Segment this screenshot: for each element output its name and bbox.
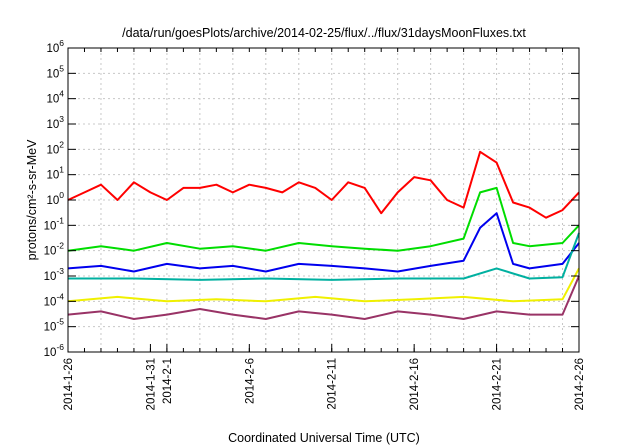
y-tick-label: 10-1 <box>44 215 65 232</box>
y-tick-label: 103 <box>46 114 64 131</box>
chart-title: /data/run/goesPlots/archive/2014-02-25/f… <box>122 26 526 40</box>
y-axis: 10-6 10-5 10-4 10-3 10-2 10-1 100 101 102 103 104 1… <box>44 38 579 359</box>
x-tick-label: 2014-2-6 <box>244 358 256 404</box>
x-tick-label: 2014-1-26 <box>63 358 75 410</box>
x-axis: 2014-1-26 2014-1-31 2014-2-1 2014-2-6 2014-2… <box>63 48 586 410</box>
y-axis-label: protons/cm²-s-sr-MeV <box>25 139 39 261</box>
series-layer <box>67 150 580 320</box>
y-tick-label: 102 <box>46 139 64 156</box>
y-tick-label: 105 <box>46 63 64 80</box>
x-tick-label: 2014-2-11 <box>327 358 339 410</box>
x-tick-label: 2014-1-31 <box>145 358 157 410</box>
series-line-2 <box>67 186 580 252</box>
y-tick-label: 100 <box>46 190 64 207</box>
series-line-5 <box>67 267 580 303</box>
series-line-4 <box>68 232 580 281</box>
y-tick-label: 106 <box>46 38 64 55</box>
x-tick-label: 2014-2-16 <box>409 358 421 410</box>
x-tick-label: 2014-2-1 <box>162 358 174 404</box>
series-line-3 <box>67 212 580 273</box>
grid <box>68 48 579 352</box>
series-line-6 <box>67 275 580 320</box>
y-tick-label: 10-3 <box>44 266 65 283</box>
y-tick-label: 101 <box>46 165 64 182</box>
x-axis-label: Coordinated Universal Time (UTC) <box>228 431 420 445</box>
y-tick-label: 10-2 <box>44 241 65 258</box>
y-tick-label: 10-6 <box>44 342 65 359</box>
y-tick-label: 10-4 <box>44 291 65 308</box>
y-tick-label: 104 <box>46 89 64 106</box>
y-tick-label: 10-5 <box>44 317 65 334</box>
x-tick-label: 2014-2-21 <box>492 358 504 410</box>
series-line-1 <box>67 150 580 219</box>
x-tick-label: 2014-2-26 <box>574 358 586 410</box>
